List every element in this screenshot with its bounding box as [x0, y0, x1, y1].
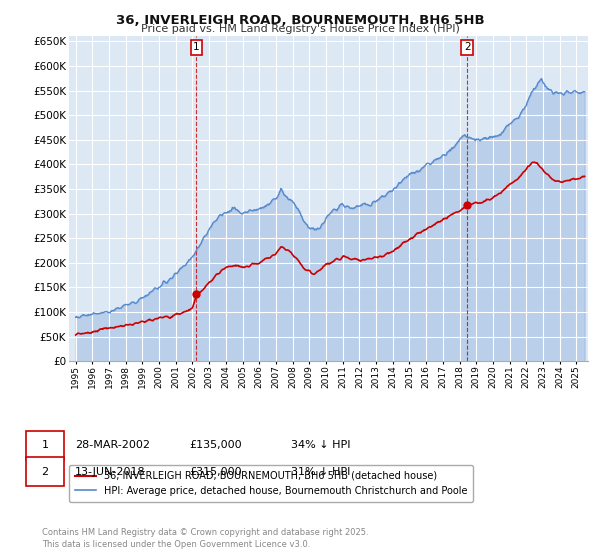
Text: 2: 2 — [41, 466, 49, 477]
Text: 1: 1 — [41, 440, 49, 450]
Text: 31% ↓ HPI: 31% ↓ HPI — [291, 466, 350, 477]
Text: Price paid vs. HM Land Registry's House Price Index (HPI): Price paid vs. HM Land Registry's House … — [140, 24, 460, 34]
Text: £135,000: £135,000 — [189, 440, 242, 450]
Text: 1: 1 — [193, 42, 200, 52]
Legend: 36, INVERLEIGH ROAD, BOURNEMOUTH, BH6 5HB (detached house), HPI: Average price, : 36, INVERLEIGH ROAD, BOURNEMOUTH, BH6 5H… — [69, 465, 473, 502]
Text: 2: 2 — [464, 42, 470, 52]
Text: Contains HM Land Registry data © Crown copyright and database right 2025.
This d: Contains HM Land Registry data © Crown c… — [42, 528, 368, 549]
Text: £315,000: £315,000 — [189, 466, 242, 477]
Text: 28-MAR-2002: 28-MAR-2002 — [75, 440, 150, 450]
Text: 36, INVERLEIGH ROAD, BOURNEMOUTH, BH6 5HB: 36, INVERLEIGH ROAD, BOURNEMOUTH, BH6 5H… — [116, 14, 484, 27]
Text: 13-JUN-2018: 13-JUN-2018 — [75, 466, 146, 477]
Text: 34% ↓ HPI: 34% ↓ HPI — [291, 440, 350, 450]
